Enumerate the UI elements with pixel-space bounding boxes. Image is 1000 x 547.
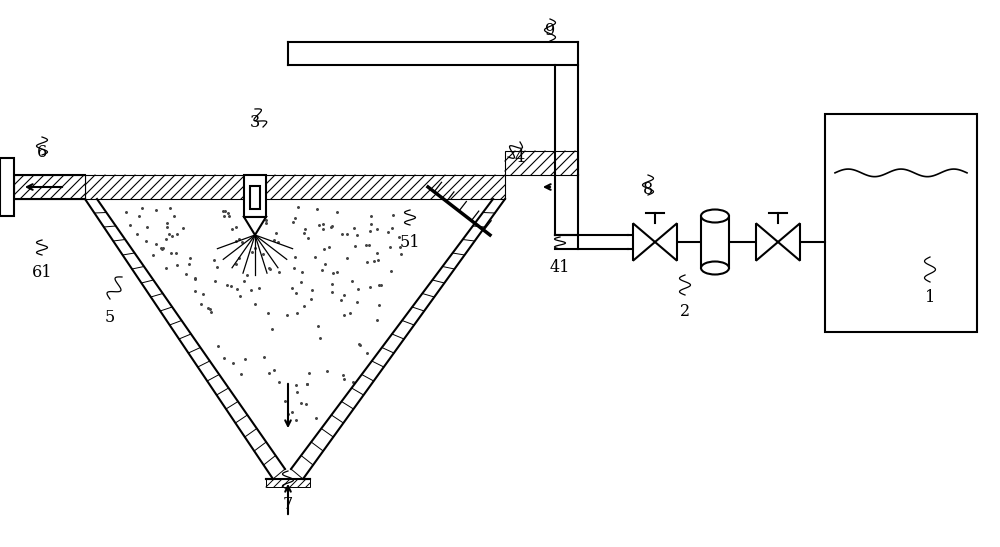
Polygon shape — [778, 223, 800, 261]
Text: 51: 51 — [400, 234, 420, 251]
Bar — [266, 479, 310, 487]
Bar — [244, 175, 266, 217]
Bar — [85, 175, 505, 199]
Text: 61: 61 — [32, 264, 52, 281]
Text: 6: 6 — [37, 143, 47, 160]
Polygon shape — [244, 217, 266, 235]
Text: 8: 8 — [643, 181, 653, 197]
Text: 3: 3 — [250, 113, 260, 131]
Polygon shape — [633, 223, 655, 261]
Text: 1: 1 — [925, 288, 935, 306]
Text: 41: 41 — [550, 259, 570, 276]
Ellipse shape — [701, 210, 729, 223]
Bar — [0, 158, 14, 216]
Bar — [250, 185, 260, 208]
Text: 5: 5 — [105, 309, 115, 325]
Text: 2: 2 — [680, 304, 690, 321]
Bar — [701, 216, 729, 268]
Bar — [14, 175, 85, 199]
Polygon shape — [756, 223, 778, 261]
Text: 4: 4 — [515, 148, 525, 166]
Ellipse shape — [701, 261, 729, 275]
Text: 7: 7 — [283, 497, 293, 514]
Polygon shape — [655, 223, 677, 261]
Bar — [825, 114, 977, 332]
Bar — [505, 151, 578, 175]
Bar — [0, 158, 14, 216]
Text: 9: 9 — [545, 21, 555, 38]
